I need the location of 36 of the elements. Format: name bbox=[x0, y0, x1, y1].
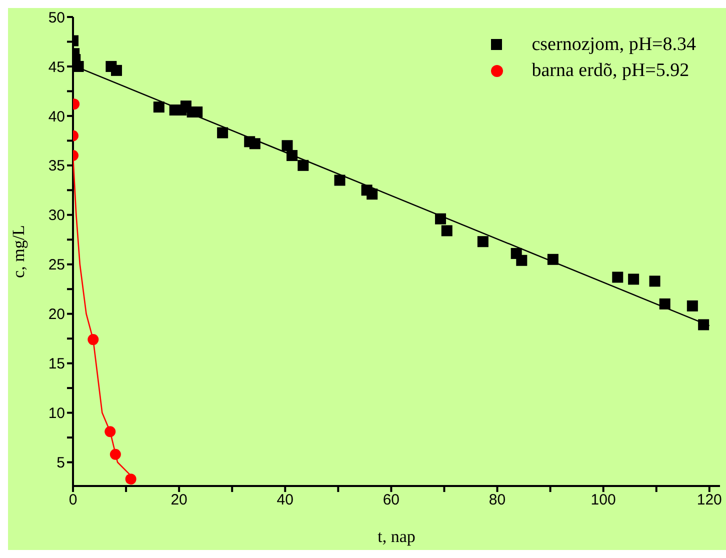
y-tick-label: 5 bbox=[56, 454, 65, 472]
point bbox=[125, 474, 136, 485]
y-tick-label: 10 bbox=[48, 405, 65, 422]
y-tick-label: 35 bbox=[48, 158, 65, 175]
point bbox=[649, 276, 660, 287]
point bbox=[686, 300, 698, 312]
point bbox=[516, 254, 528, 266]
x-tick-label: 60 bbox=[382, 492, 400, 509]
point bbox=[192, 106, 203, 118]
point bbox=[628, 274, 640, 285]
legend-label: csernozjom, pH=8.34 bbox=[532, 33, 696, 57]
x-tick-label: 20 bbox=[170, 492, 188, 509]
x-tick-label: 40 bbox=[276, 492, 294, 509]
point bbox=[334, 174, 346, 186]
y-tick-label: 15 bbox=[48, 356, 65, 373]
legend-label: barna erdõ, pH=5.92 bbox=[532, 59, 690, 83]
y-tick-label: 20 bbox=[48, 306, 65, 324]
point bbox=[441, 225, 452, 236]
point bbox=[366, 188, 378, 200]
point bbox=[282, 140, 293, 152]
x-tick-label: 120 bbox=[696, 492, 722, 509]
point bbox=[298, 160, 309, 171]
point bbox=[612, 272, 624, 283]
y-axis-title: c, mg/L bbox=[9, 225, 28, 278]
x-tick-label: 80 bbox=[488, 492, 506, 509]
y-tick-label: 45 bbox=[48, 58, 65, 76]
y-tick-label: 25 bbox=[48, 256, 65, 274]
x-axis-title: t, nap bbox=[378, 527, 416, 546]
point bbox=[153, 102, 164, 113]
x-tick-label: 100 bbox=[590, 492, 616, 509]
y-tick-label: 40 bbox=[48, 108, 65, 126]
y-tick-label: 30 bbox=[48, 207, 65, 224]
point bbox=[217, 127, 228, 138]
y-tick-label: 50 bbox=[48, 9, 65, 26]
point bbox=[477, 236, 488, 248]
x-tick-label: 0 bbox=[68, 492, 78, 509]
